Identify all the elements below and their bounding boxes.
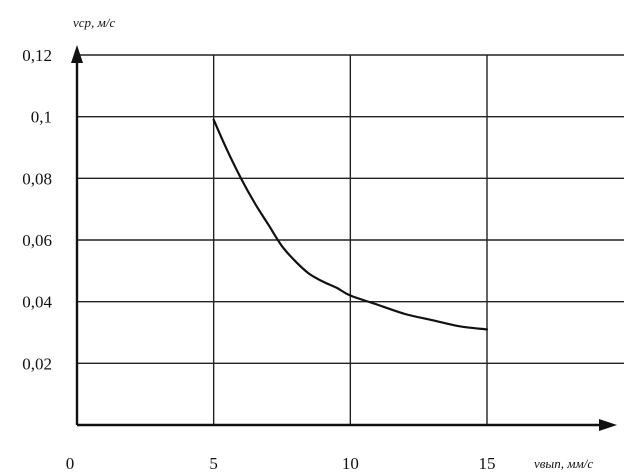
- y-tick-label: 0,02: [22, 354, 52, 373]
- x-tick-label: 5: [209, 454, 218, 473]
- y-tick-label: 0,1: [31, 108, 52, 127]
- y-axis-arrow: [71, 45, 83, 63]
- tick-labels: 0,02 0,04 0,06 0,08 0,1 0,12 0 5 10 15: [22, 46, 495, 473]
- x-axis-arrow: [599, 419, 617, 431]
- axes: [71, 45, 617, 431]
- y-tick-label: 0,08: [22, 169, 52, 188]
- y-axis-label: vср, м/с: [73, 15, 115, 30]
- x-tick-label: 0: [66, 454, 75, 473]
- x-tick-label: 15: [479, 454, 496, 473]
- x-axis-label: vвып, мм/с: [534, 456, 593, 471]
- y-tick-label: 0,04: [22, 293, 52, 312]
- y-tick-label: 0,06: [22, 231, 52, 250]
- grid: [77, 54, 624, 425]
- data-series-line: [212, 118, 489, 331]
- x-tick-label: 10: [342, 454, 359, 473]
- y-tick-label: 0,12: [22, 46, 52, 65]
